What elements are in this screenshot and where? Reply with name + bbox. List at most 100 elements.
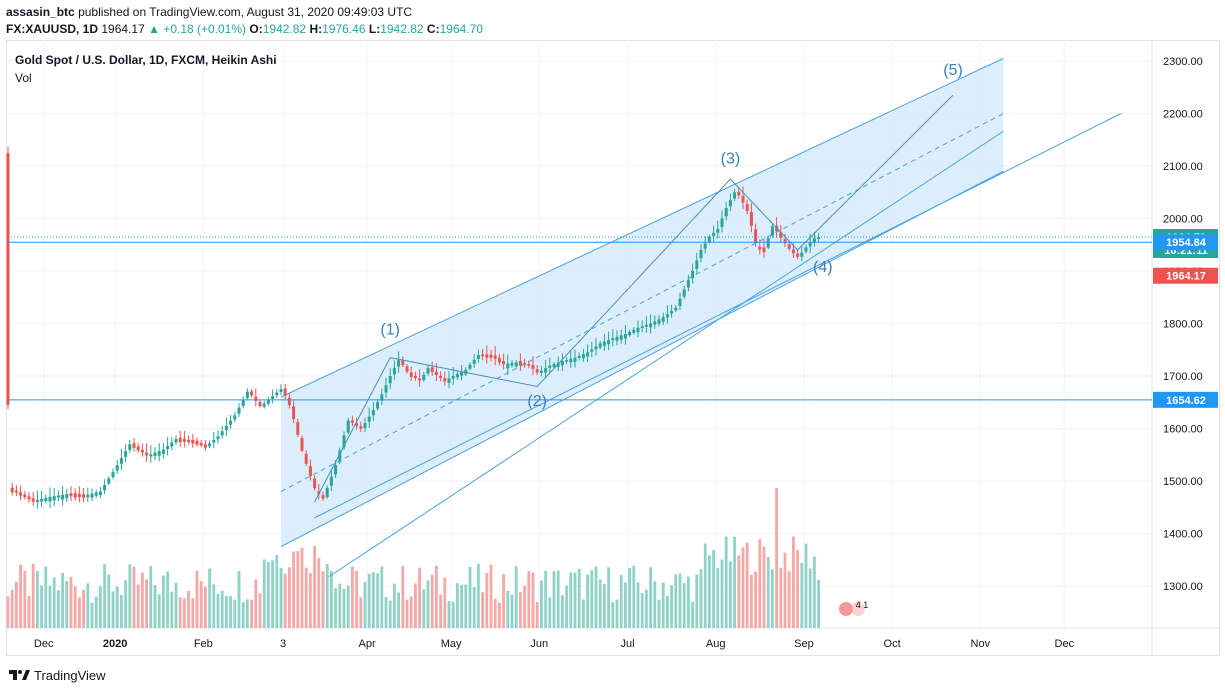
volume-bar [69, 576, 73, 628]
y-tick-label: 2300.00 [1163, 56, 1203, 68]
last-price-tag-bg [1153, 267, 1218, 284]
volume-bar [288, 567, 291, 628]
candle-body [65, 494, 69, 499]
candle-body [266, 399, 270, 404]
candle-body [686, 280, 690, 288]
volume-bar [766, 556, 770, 628]
candle-body [132, 443, 136, 448]
candle-body [313, 478, 317, 489]
candle-body [812, 238, 816, 243]
volume-bar [527, 570, 531, 628]
volume-bar [426, 580, 430, 628]
candle-body [271, 396, 275, 399]
volume-bar [477, 563, 480, 628]
candle [770, 223, 774, 238]
candle-body [187, 439, 191, 442]
candle [737, 187, 741, 199]
volume-bar [145, 579, 148, 628]
candle [460, 364, 464, 381]
level-tag-upper: 1954.84 [1153, 234, 1218, 251]
candle [594, 337, 598, 356]
candle-body [90, 493, 94, 498]
author-name[interactable]: assasin_btc [6, 5, 75, 19]
volume-bar [220, 590, 224, 628]
candle [724, 202, 728, 221]
candle [535, 365, 539, 376]
volume-bar [716, 567, 720, 628]
candle-body [817, 237, 821, 239]
volume-bar [771, 569, 774, 628]
candle-body [754, 229, 758, 243]
volume-bar [678, 573, 682, 628]
volume-bar [183, 598, 186, 628]
candle-body [615, 336, 619, 341]
candle-body [233, 415, 237, 420]
volume-bar [556, 570, 560, 628]
volume-bar [254, 579, 258, 628]
volume-bar [237, 571, 241, 628]
candle-body [699, 250, 703, 259]
candle-body [195, 440, 199, 445]
candle [413, 371, 417, 381]
candle [229, 415, 233, 429]
candle [86, 487, 90, 503]
candle-body [241, 399, 245, 406]
volume-legend: Vol [15, 71, 32, 85]
volume-bar [422, 589, 426, 628]
candle-body [287, 397, 291, 406]
volume-bar [472, 587, 476, 628]
candle [749, 202, 753, 233]
x-tick-label: Apr [359, 638, 376, 650]
candle [6, 146, 10, 410]
level-tag-lower-bg [1153, 391, 1218, 408]
candle-body [388, 376, 392, 384]
candle [720, 210, 724, 233]
volume-bar [229, 596, 232, 628]
volume-bar [19, 564, 22, 628]
candle [779, 225, 783, 243]
volume-bar [52, 577, 56, 628]
candle [237, 403, 241, 417]
candle [552, 361, 556, 369]
candle [313, 475, 317, 491]
candle [350, 415, 354, 427]
volume-bar [443, 577, 447, 628]
volume-bar [649, 567, 652, 628]
candle [422, 372, 426, 382]
candle-body [800, 252, 804, 257]
chart-legend-title: Gold Spot / U.S. Dollar, 1D, FXCM, Heiki… [15, 53, 277, 67]
publish-info: published on TradingView.com, August 31,… [78, 5, 413, 19]
candle [170, 437, 174, 451]
level-tag-upper-text: 1954.84 [1166, 237, 1207, 249]
candle-body [670, 310, 674, 314]
candle-body [695, 260, 699, 269]
volume-bar [594, 566, 598, 628]
candle-body [44, 497, 48, 502]
candle-body [577, 355, 581, 358]
candle-body [136, 446, 140, 451]
volume-bar [758, 539, 762, 628]
candle [611, 329, 615, 347]
volume-bar [124, 580, 127, 628]
candle [271, 389, 275, 404]
candle [733, 188, 737, 201]
candle [682, 285, 686, 300]
events-badge: 4 1 [839, 600, 868, 616]
candle [23, 491, 27, 500]
volume-bar [233, 599, 237, 628]
footer-brand[interactable]: TradingView [8, 666, 106, 684]
candle-body [69, 493, 73, 497]
candle [712, 225, 716, 242]
volume-bar [640, 592, 644, 628]
candle [586, 344, 590, 363]
volume-bar [498, 602, 501, 628]
candle-body [674, 307, 678, 311]
volume-bar [338, 583, 342, 628]
candle [401, 356, 405, 368]
candle [661, 312, 665, 325]
volume-bar [120, 594, 123, 628]
candle-body [275, 392, 279, 396]
candle-body [153, 452, 157, 457]
candle [359, 421, 363, 433]
